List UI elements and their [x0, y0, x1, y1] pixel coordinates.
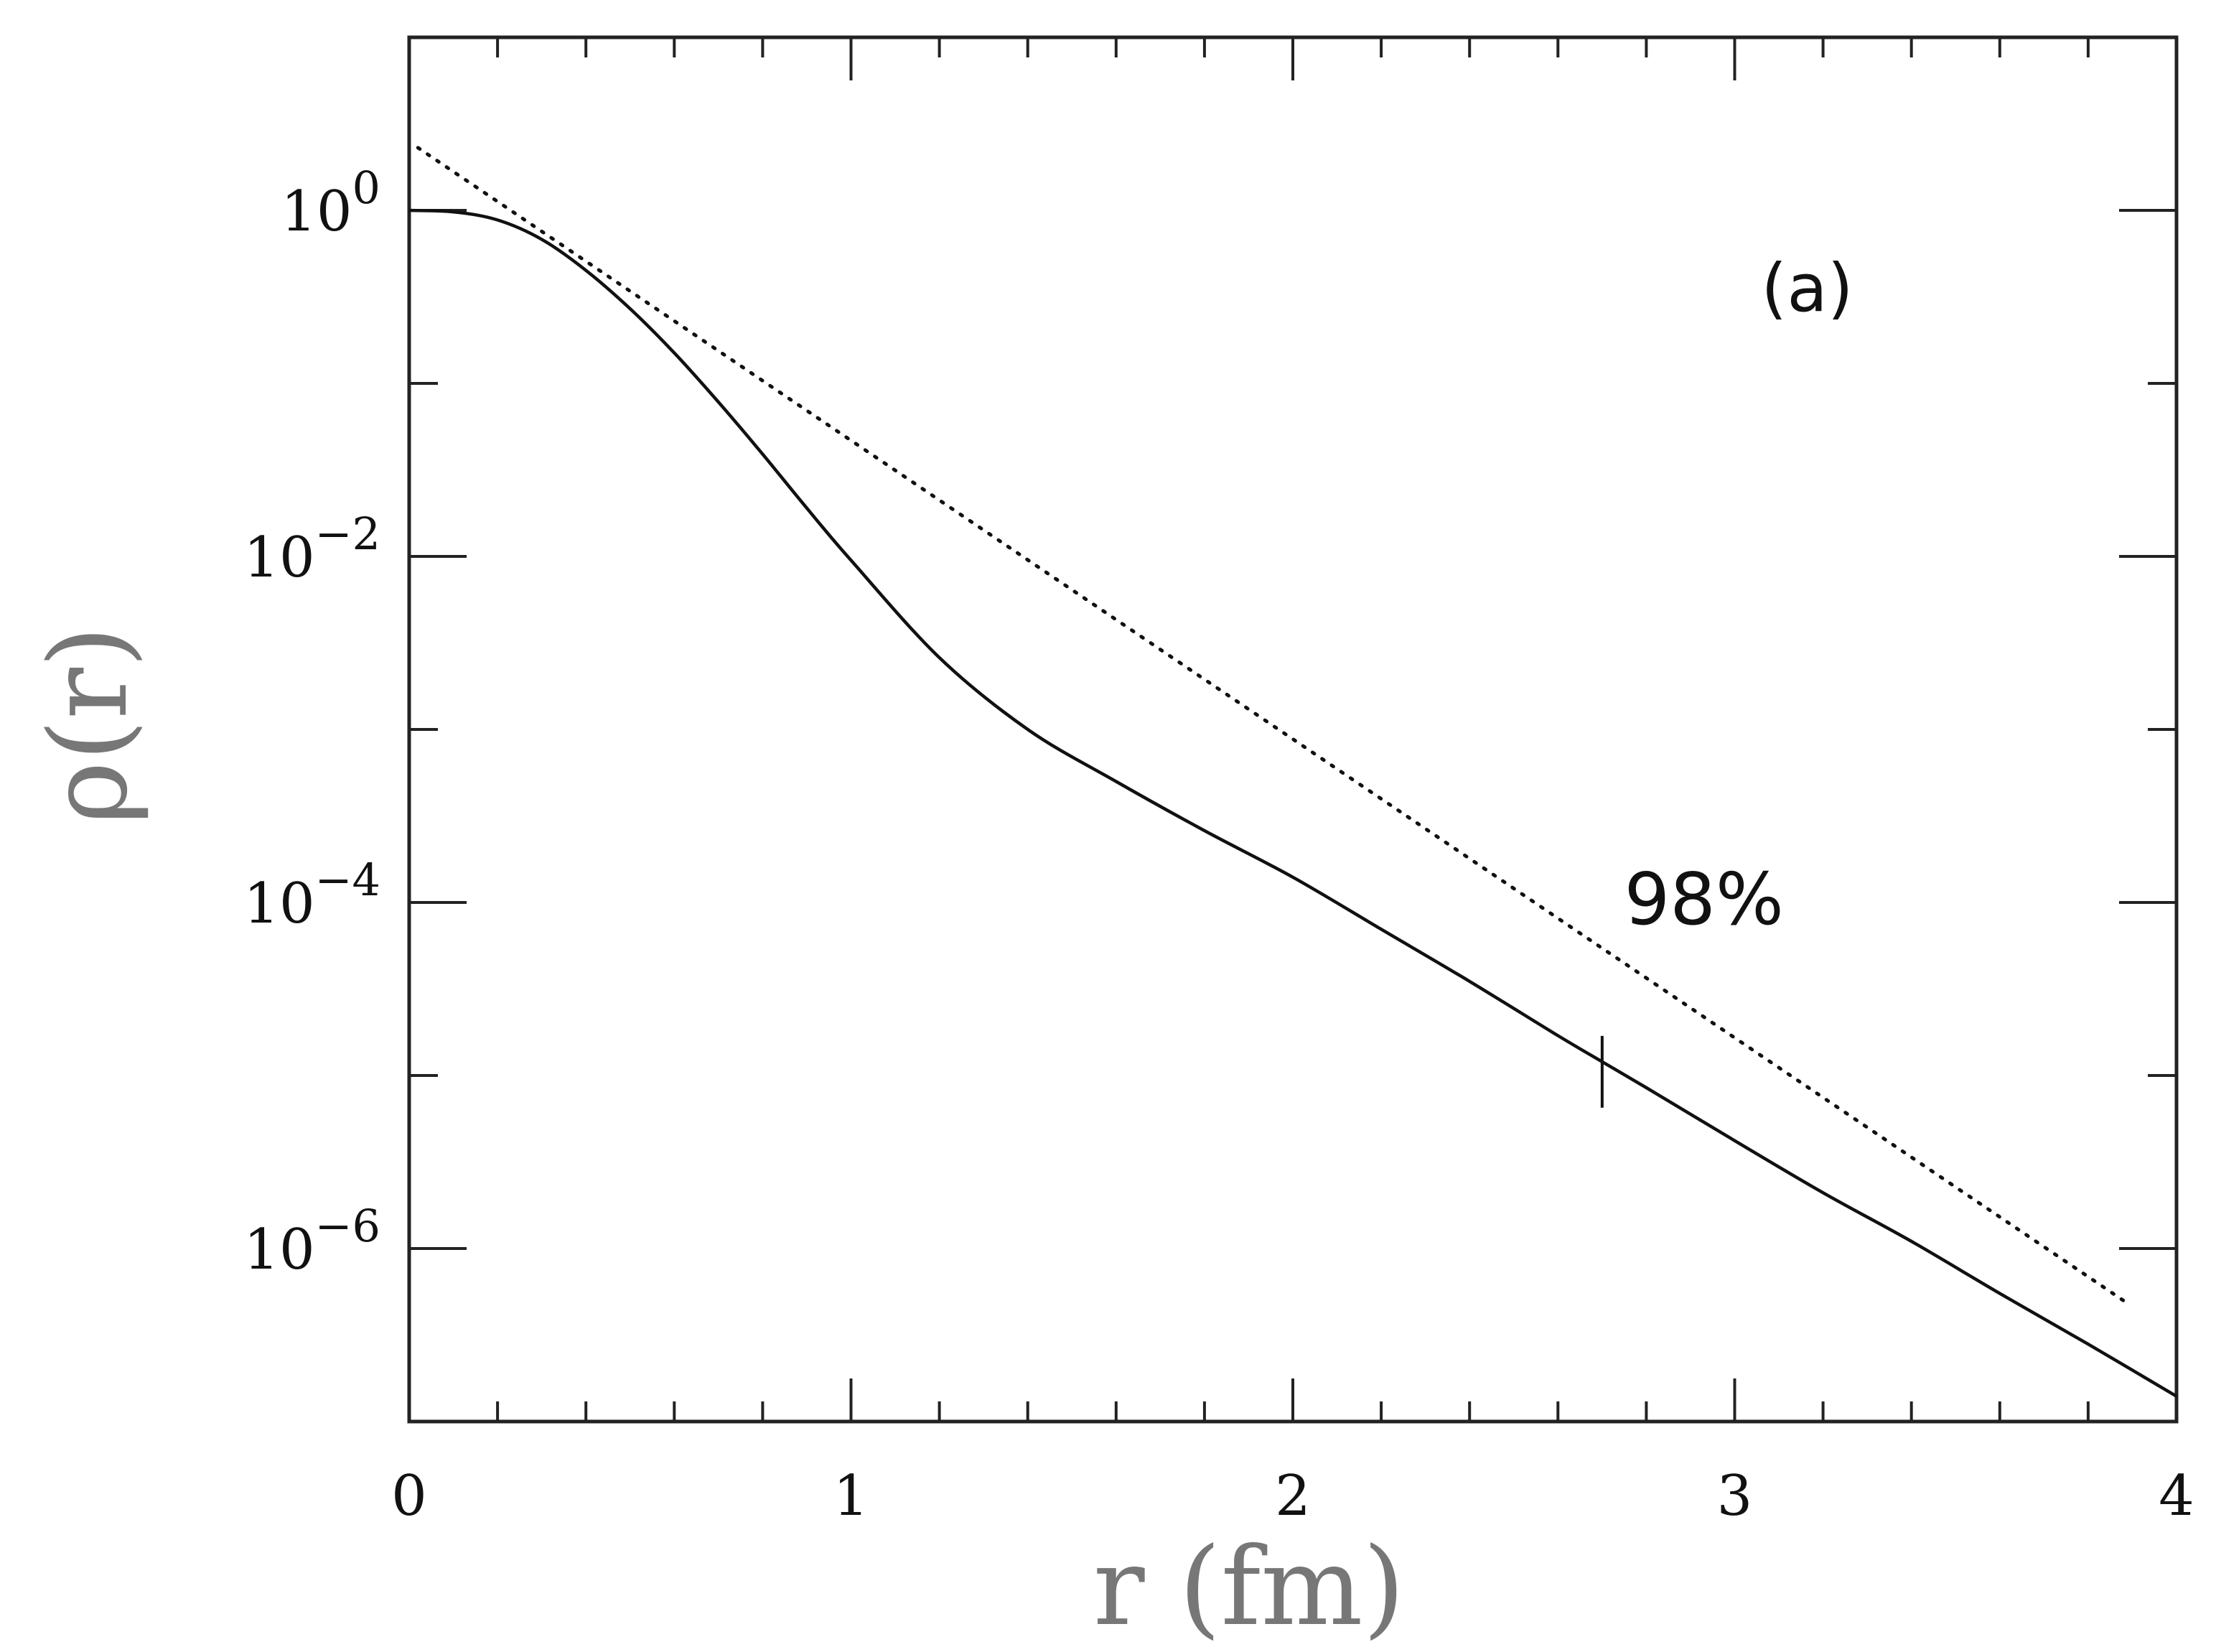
y-tick-base: 10	[243, 526, 314, 590]
series-solid-line	[409, 210, 2177, 1396]
y-tick-label: 100	[281, 162, 380, 244]
percent-annotation: 98%	[1624, 857, 1784, 941]
y-tick-exponent: −6	[315, 1200, 380, 1252]
y-tick-exponent: −4	[315, 854, 380, 906]
y-tick-label: 10−2	[243, 508, 380, 590]
y-tick-exponent: −2	[315, 508, 380, 560]
x-tick-labels: 0 1 2 3 4	[391, 1464, 2194, 1529]
y-axis-title: ρ(r)	[27, 626, 151, 825]
x-tick-label: 1	[833, 1464, 869, 1529]
series-dotted-line	[418, 148, 2123, 1301]
y-tick-base: 10	[281, 179, 352, 244]
axis-ticks	[409, 37, 2177, 1422]
y-tick-exponent: 0	[352, 162, 380, 214]
panel-label: (a)	[1761, 250, 1853, 327]
y-tick-label: 10−6	[243, 1200, 380, 1282]
y-tick-label: 10−4	[243, 854, 380, 936]
plot-frame	[409, 37, 2177, 1422]
x-axis-title: r (fm)	[1093, 1525, 1405, 1650]
y-tick-base: 10	[243, 872, 314, 936]
x-tick-label: 2	[1275, 1464, 1311, 1529]
series-group	[409, 148, 2177, 1396]
x-tick-label: 0	[391, 1464, 427, 1529]
x-tick-label: 4	[2159, 1464, 2194, 1529]
x-tick-label: 3	[1717, 1464, 1753, 1529]
annotations: (a) 98%	[1602, 250, 1853, 1108]
y-tick-base: 10	[243, 1218, 314, 1282]
